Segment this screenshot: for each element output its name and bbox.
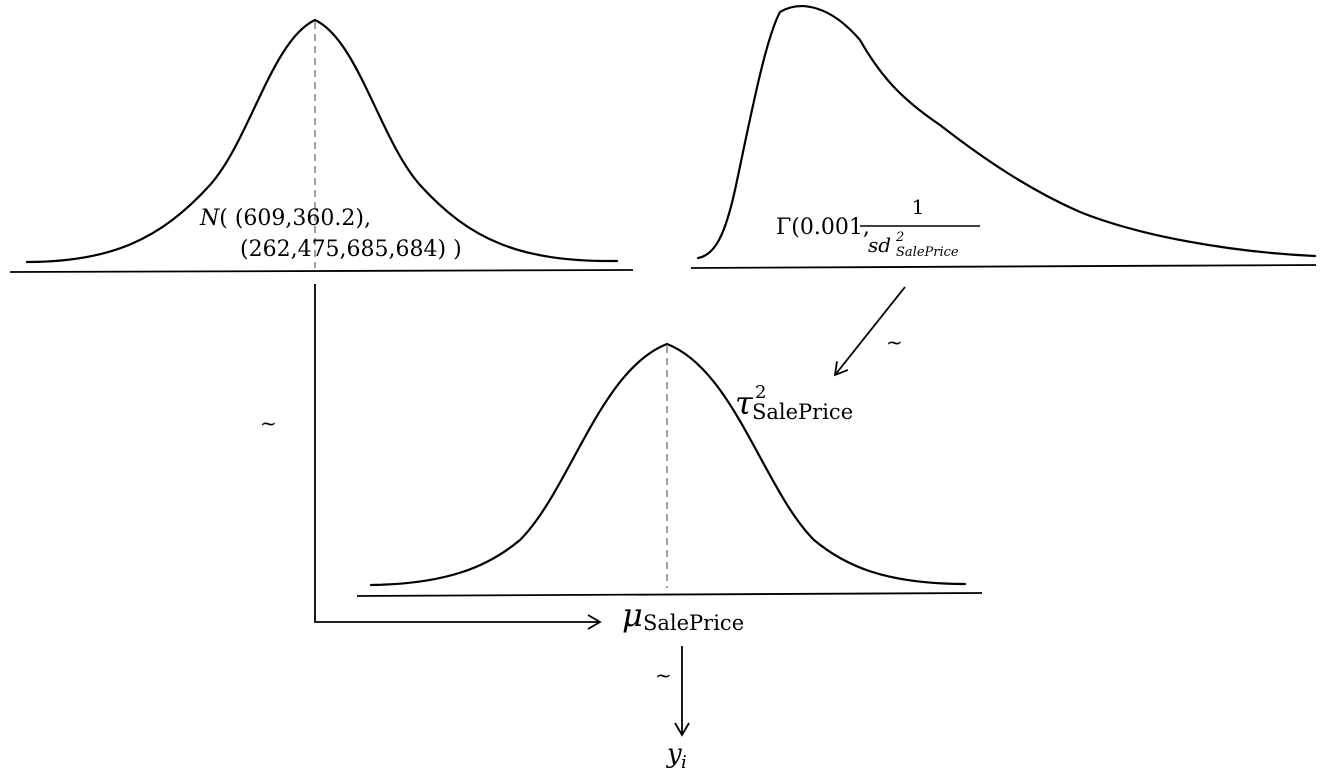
gamma-prior-axis: [690, 264, 1317, 269]
mu-symbol: μ: [622, 596, 643, 634]
tau-superscript: 2: [755, 382, 766, 403]
tau-symbol: τ: [735, 384, 754, 422]
mu-curve: [369, 342, 967, 587]
mu-axis: [356, 592, 983, 597]
normal-prior-axis: [9, 269, 634, 273]
tau-subscript: SalePrice: [752, 400, 853, 424]
gamma-prior-denominator-sup: 2: [895, 230, 904, 245]
gamma-prior-curve: [696, 5, 1317, 260]
gamma-prior-prefix: Γ(0.001,: [776, 215, 870, 240]
mu-curve-group: [356, 342, 983, 597]
gamma-prior-denominator-sub: SalePrice: [896, 245, 959, 260]
y-symbol: y: [666, 739, 682, 769]
mu-subscript: SalePrice: [643, 611, 744, 635]
normal-prior-label-line2: (262,475,685,684) ): [240, 237, 462, 262]
gamma-prior-curve-group: Γ(0.001, 1 sd 2 SalePrice: [690, 5, 1317, 269]
gamma-to-tau-arrow: [833, 286, 906, 377]
normal-prior-label-line1: N( (609,360.2),: [199, 206, 371, 231]
gamma-prior-numerator: 1: [912, 195, 925, 219]
gamma-prior-denominator: sd: [868, 233, 891, 257]
tilde-label-gamma: ~: [886, 330, 903, 354]
tilde-label-mu: ~: [655, 663, 672, 687]
tilde-label-normal: ~: [260, 411, 277, 435]
normal-prior-curve-group: N( (609,360.2), (262,475,685,684) ): [9, 18, 634, 273]
normal-to-mu-connector: [314, 284, 602, 630]
normal-prior-curve: [25, 18, 619, 264]
y-subscript: i: [681, 752, 687, 773]
